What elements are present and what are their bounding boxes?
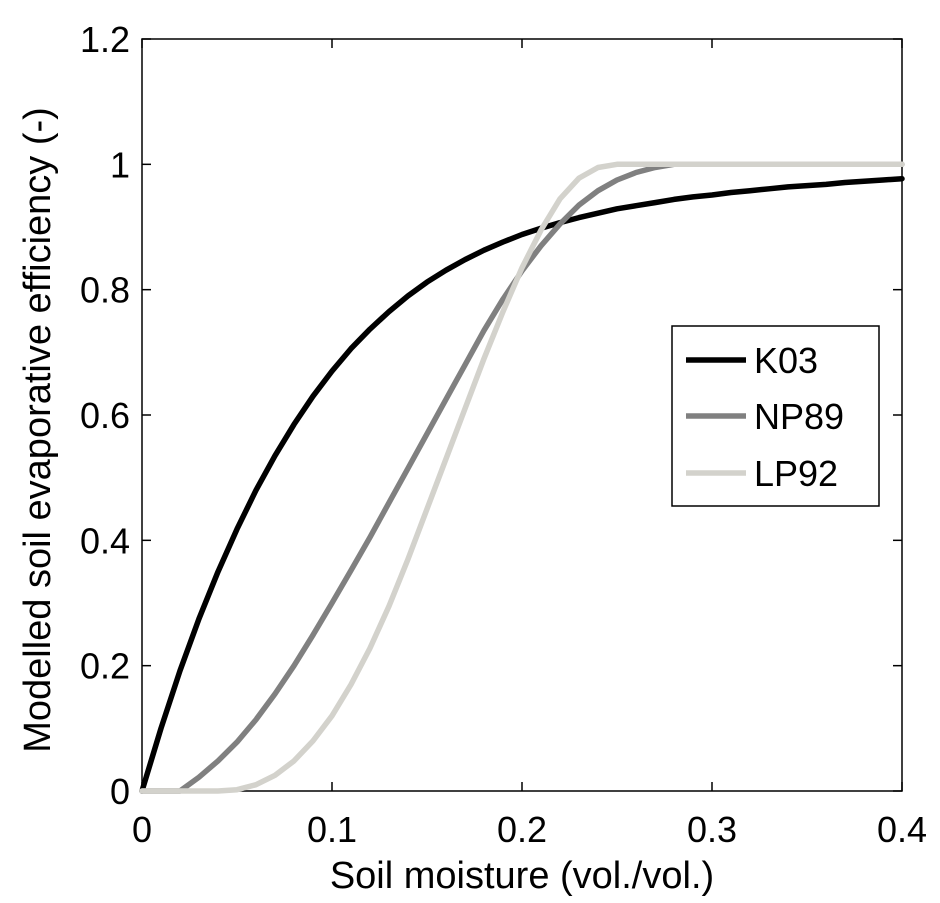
series-line-lp92 [139, 161, 905, 794]
x-tick-labels: 0 0.1 0.2 0.3 0.4 [132, 809, 927, 850]
x-tick-label: 0.3 [687, 809, 737, 850]
legend: K03 NP89 LP92 [671, 325, 880, 507]
y-tick-label: 0.6 [80, 395, 130, 436]
legend-label-lp92: LP92 [754, 453, 838, 494]
y-tick-label: 0 [110, 771, 130, 812]
x-tick-label: 0.4 [877, 809, 927, 850]
y-tick-label: 1.2 [80, 19, 130, 60]
x-tick-label: 0 [132, 809, 152, 850]
legend-label-np89: NP89 [754, 396, 844, 437]
series-line-k03 [139, 175, 905, 794]
y-tick-label: 0.2 [80, 646, 130, 687]
y-tick-labels: 0 0.2 0.4 0.6 0.8 1 1.2 [80, 19, 130, 812]
x-tick-label: 0.2 [497, 809, 547, 850]
x-tick-label: 0.1 [307, 809, 357, 850]
x-axis-label: Soil moisture (vol./vol.) [330, 855, 714, 897]
legend-label-k03: K03 [754, 340, 818, 381]
y-tick-label: 0.4 [80, 520, 130, 561]
y-tick-label: 0.8 [80, 270, 130, 311]
y-axis-label: Modelled soil evaporative efficiency (-) [17, 107, 59, 753]
series-lines [139, 161, 905, 794]
y-tick-label: 1 [110, 144, 130, 185]
